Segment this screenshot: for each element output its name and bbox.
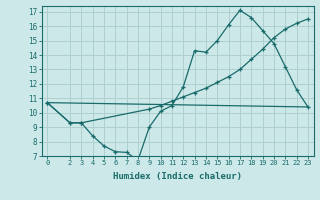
- X-axis label: Humidex (Indice chaleur): Humidex (Indice chaleur): [113, 172, 242, 181]
